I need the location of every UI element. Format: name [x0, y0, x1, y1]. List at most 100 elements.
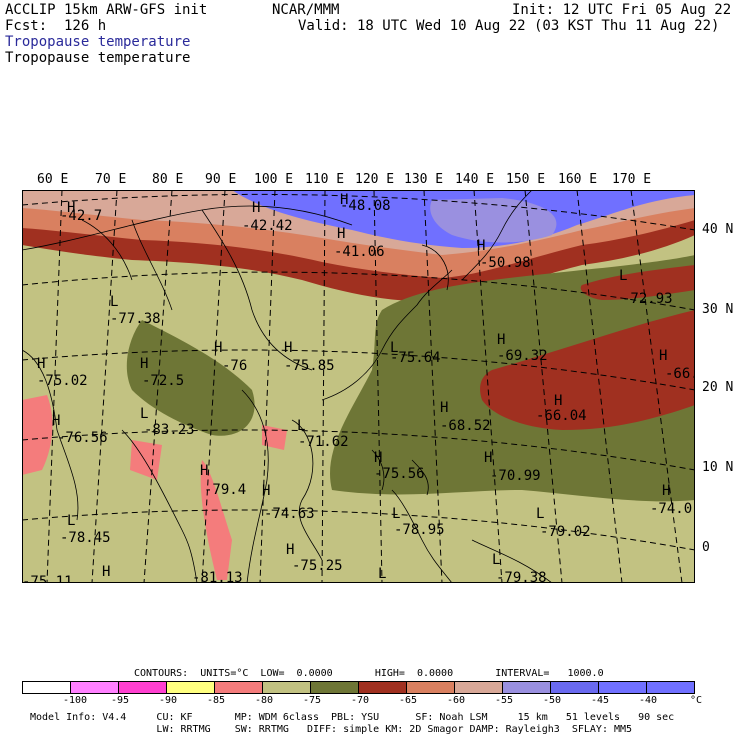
contour-value: -71.62: [298, 434, 349, 450]
contour-value: -69.32: [497, 348, 548, 364]
contour-value: -75.11: [22, 574, 73, 583]
lon-label: 120 E: [355, 172, 395, 187]
lon-label: 140 E: [455, 172, 495, 187]
low-marker: L: [392, 506, 400, 522]
tick-label: -40: [639, 695, 658, 706]
color-swatch: [647, 682, 694, 693]
contour-value: -75.56: [374, 466, 425, 482]
contour-value: -66.: [665, 366, 695, 382]
lon-label: 160 E: [558, 172, 598, 187]
high-marker: H: [662, 483, 670, 499]
color-swatch: [311, 682, 359, 693]
band-80-south: [200, 460, 232, 580]
high-marker: H: [484, 450, 492, 466]
contour-value: -76: [222, 358, 247, 374]
model-info-line2: LW: RRTMG SW: RRTMG DIFF: simple KM: 2D …: [30, 724, 633, 735]
contour-value: -68.52: [440, 418, 491, 434]
contour-value: -76.56: [57, 430, 108, 446]
low-marker: L: [390, 340, 398, 356]
high-marker: H: [140, 356, 148, 372]
low-marker: L: [297, 418, 305, 434]
low-marker: L: [110, 294, 118, 310]
color-swatch: [119, 682, 167, 693]
contour-value: -79.38: [496, 570, 547, 583]
low-marker: L: [378, 566, 386, 582]
center-label: NCAR/MMM: [272, 2, 340, 18]
contour-value: -75.25: [292, 558, 343, 574]
color-swatch: [599, 682, 647, 693]
high-marker: H: [200, 463, 208, 479]
lon-label: 130 E: [404, 172, 444, 187]
tick-label: -50: [543, 695, 562, 706]
band-50: [430, 198, 557, 243]
color-swatch: [407, 682, 455, 693]
high-marker: H: [252, 200, 260, 216]
lon-label: 90 E: [205, 172, 237, 187]
color-bar-ticks: -100 -95 -90 -85 -80 -75 -70 -65 -60 -55…: [0, 695, 740, 707]
lat-label: 0: [702, 540, 710, 555]
contour-value: -77.38: [110, 311, 161, 327]
field-title-color: Tropopause temperature: [5, 34, 191, 50]
contour-value: -75.64: [390, 350, 441, 366]
tick-label: -70: [351, 695, 370, 706]
contour-value: -78.95: [394, 522, 445, 538]
contour-value: -81.13: [192, 570, 243, 583]
high-marker: H: [262, 483, 270, 499]
band-65-northeast: [580, 265, 695, 300]
tropopause-temperature-map: H -42.7 H -42.42 H -48.08 H -41.06 H -50…: [22, 190, 695, 583]
high-marker: H: [67, 200, 75, 216]
contour-value: -72.93: [622, 291, 673, 307]
tick-label: °C: [690, 695, 703, 706]
contour-value: -83.23: [144, 422, 195, 438]
band-65-east: [480, 310, 695, 430]
high-marker: H: [477, 238, 485, 254]
lon-label: 100 E: [254, 172, 294, 187]
lon-label: 150 E: [506, 172, 546, 187]
lat-label: 40 N: [702, 222, 734, 237]
contour-value: -75.02: [37, 373, 88, 389]
high-marker: H: [52, 413, 60, 429]
tick-label: -85: [207, 695, 226, 706]
high-marker: H: [286, 542, 294, 558]
contour-value: -74.63: [264, 506, 315, 522]
high-marker: H: [554, 393, 562, 409]
low-marker: L: [140, 406, 148, 422]
lat-label: 10 N: [702, 460, 734, 475]
color-swatch: [359, 682, 407, 693]
low-marker: L: [67, 513, 75, 529]
color-bar: [22, 681, 695, 694]
low-marker: L: [492, 552, 500, 568]
init-time: Init: 12 UTC Fri 05 Aug 22: [512, 2, 732, 18]
contour-value: -66.04: [536, 408, 587, 424]
high-marker: H: [214, 340, 222, 356]
band-80-patch: [262, 425, 287, 450]
lon-label: 170 E: [612, 172, 652, 187]
color-swatch: [215, 682, 263, 693]
contour-value: -41.06: [334, 244, 385, 260]
high-marker: H: [337, 226, 345, 242]
lat-label: 20 N: [702, 380, 734, 395]
tick-label: -55: [495, 695, 514, 706]
high-marker: H: [102, 564, 110, 580]
high-marker: H: [659, 348, 667, 364]
high-marker: H: [340, 192, 348, 208]
lat-label: 30 N: [702, 302, 734, 317]
high-marker: H: [37, 356, 45, 372]
tick-label: -100: [63, 695, 88, 706]
high-marker: H: [497, 332, 505, 348]
color-swatch: [503, 682, 551, 693]
contour-value: -70.99: [490, 468, 541, 484]
field-title: Tropopause temperature: [5, 50, 191, 66]
high-marker: H: [440, 400, 448, 416]
contour-value: -79.4: [204, 482, 246, 498]
lon-label: 70 E: [95, 172, 127, 187]
color-swatch: [167, 682, 215, 693]
contour-value: -72.5: [142, 373, 184, 389]
contour-value: -42.42: [242, 218, 293, 234]
contours-info: CONTOURS: UNITS=°C LOW= 0.0000 HIGH= 0.0…: [134, 668, 604, 679]
contour-value: -42.7: [60, 208, 102, 224]
high-marker: H: [374, 450, 382, 466]
band-70-west: [126, 320, 255, 436]
contour-value: -50.98: [480, 255, 531, 271]
contour-value: -78.45: [60, 530, 111, 546]
